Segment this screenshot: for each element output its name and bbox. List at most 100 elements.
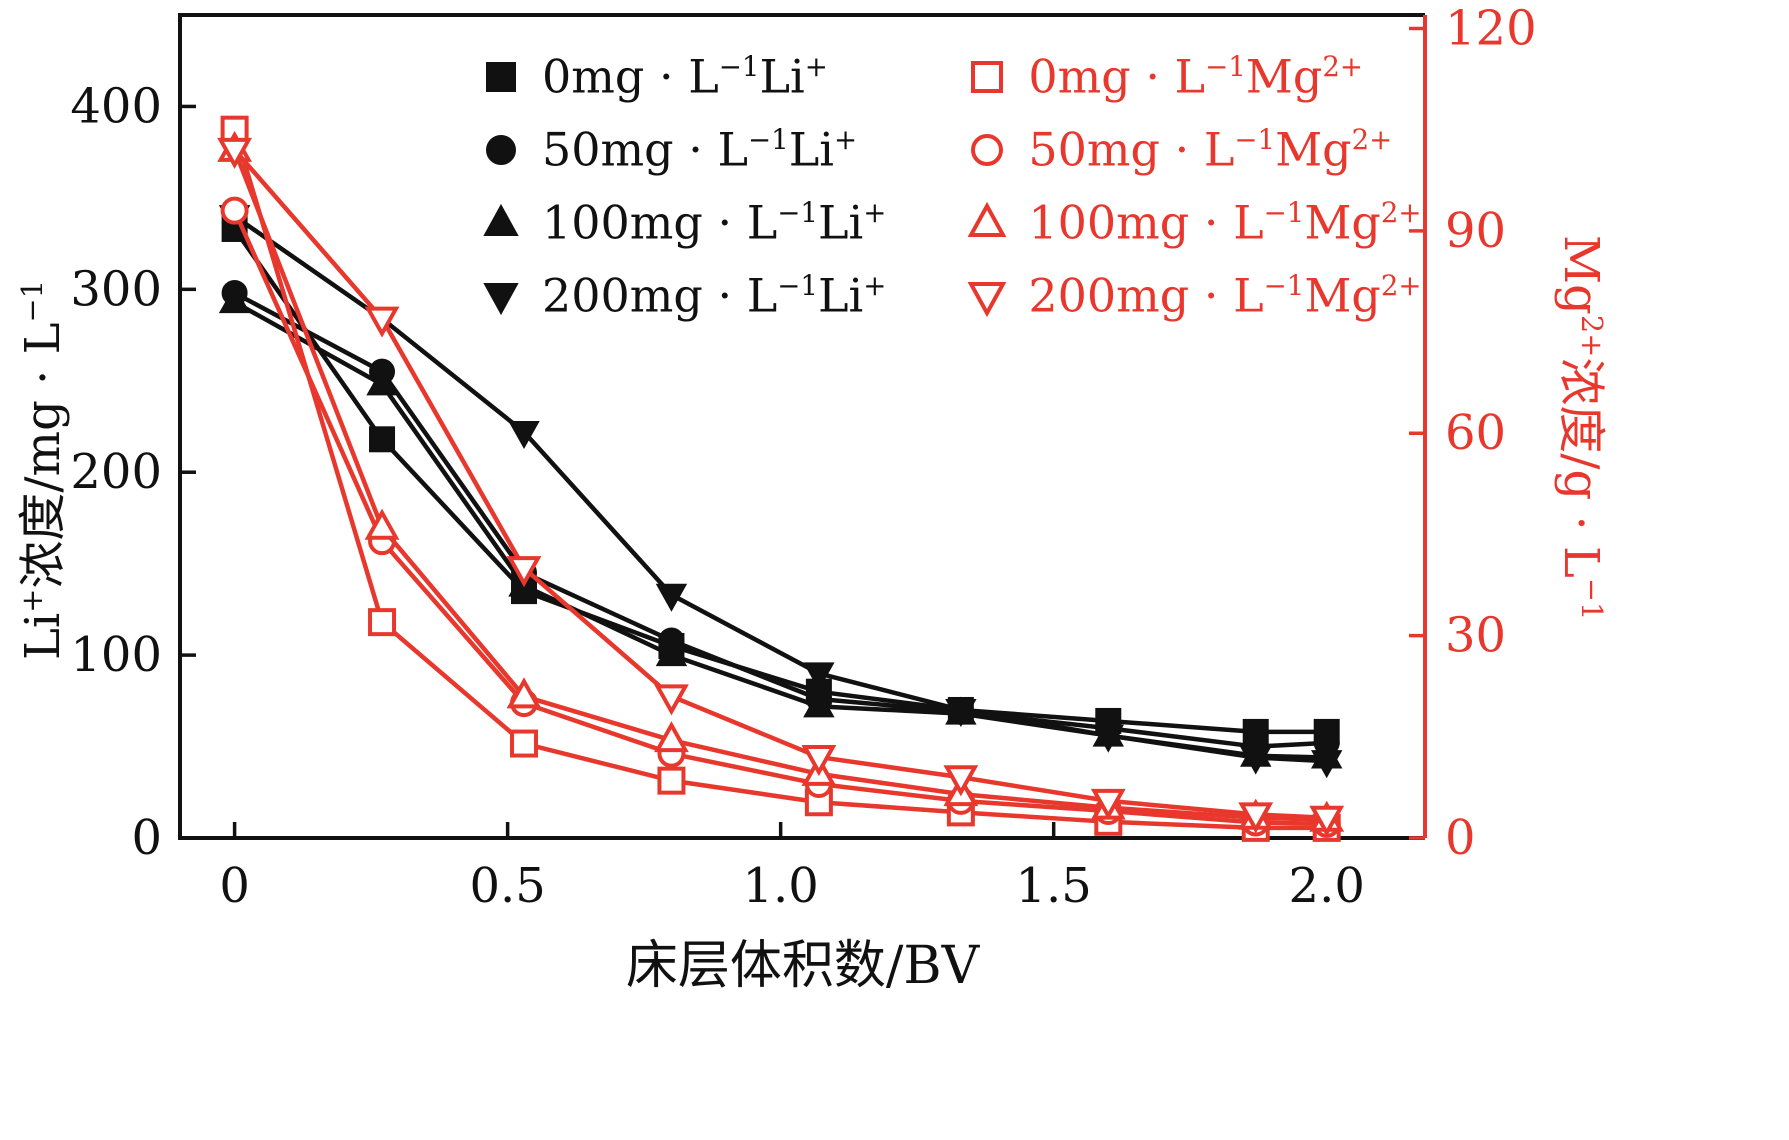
tick-label: 300 — [70, 261, 162, 317]
triangle-down-marker-icon — [1240, 746, 1272, 775]
triangle-down-marker-icon — [1090, 788, 1126, 820]
tick-label: 200 — [70, 444, 162, 500]
legend-item-li-200: 200mg · L−1Li+ — [480, 259, 886, 332]
label-text: Mg — [1304, 195, 1381, 250]
legend: 0mg · L−1Li+ 50mg · L−1Li+ 100mg · L−1Li+ 2… — [480, 40, 1422, 332]
tick-label: 0 — [131, 810, 162, 866]
superscript-text: 2+ — [1322, 50, 1364, 84]
legend-item-mg-0: 0mg · L−1Mg2+ — [966, 40, 1421, 113]
label-text: Mg — [1275, 122, 1352, 177]
axes: 0 100 200 300 400 0 30 60 90 120 0 0.5 1.0 1.5 2.0 — [70, 0, 1536, 914]
triangle-down-marker-icon — [364, 306, 400, 338]
superscript-text: 2+ — [1575, 314, 1609, 358]
circle-marker-icon — [971, 133, 1004, 166]
triangle-down-marker-icon — [508, 420, 540, 450]
li-200-legend-marker-icon — [483, 282, 519, 315]
tick-label: 1.0 — [742, 858, 818, 914]
triangle-down-marker-icon — [1309, 805, 1345, 837]
tick-label: 400 — [70, 78, 162, 134]
superscript-text: + — [804, 50, 828, 84]
legend-label: 100mg · L−1Mg2+ — [1028, 196, 1422, 246]
superscript-text: 2+ — [1380, 196, 1422, 230]
triangle-down-marker-icon — [801, 745, 837, 777]
triangle-down-marker-icon — [803, 662, 835, 691]
label-text: 200mg · L — [1028, 268, 1264, 323]
label-text: Li — [817, 195, 864, 250]
tick-label: 90 — [1445, 203, 1506, 259]
li-0-legend-marker-icon — [486, 61, 516, 92]
triangle-down-marker-icon — [655, 583, 688, 612]
legend-item-li-0: 0mg · L−1Li+ — [480, 40, 886, 113]
superscript-text: + — [863, 196, 887, 230]
superscript-text: + — [833, 123, 858, 157]
x-axis-title: 床层体积数/BV — [180, 940, 1425, 992]
triangle-up-marker-icon — [655, 638, 688, 667]
legend-label: 0mg · L−1Li+ — [542, 50, 828, 100]
superscript-text: −1 — [777, 196, 818, 230]
legend-label: 50mg · L−1Li+ — [542, 123, 858, 173]
circle-marker-icon — [486, 134, 516, 165]
label-text: 床层体积数/BV — [625, 936, 980, 996]
square-marker-icon — [368, 608, 397, 637]
square-marker-icon — [369, 426, 396, 453]
legend-label: 50mg · L−1Mg2+ — [1028, 126, 1392, 173]
legend-item-mg-200: 200mg · L−1Mg2+ — [966, 259, 1422, 332]
label-text: Mg — [1245, 49, 1323, 104]
triangle-down-marker-icon — [506, 556, 542, 588]
superscript-text: + — [15, 588, 49, 613]
label-text: 50mg · L — [1028, 122, 1235, 177]
tick-label: 0 — [1445, 810, 1476, 866]
superscript-text: + — [863, 269, 887, 303]
legend-label: 200mg · L−1Li+ — [542, 269, 887, 319]
superscript-text: 2+ — [1380, 269, 1422, 303]
superscript-text: −1 — [1263, 269, 1305, 303]
triangle-up-marker-icon — [483, 203, 519, 236]
superscript-text: −1 — [1575, 577, 1609, 621]
triangle-up-marker-icon — [218, 285, 251, 314]
label-text: 100mg · L — [1028, 195, 1264, 250]
superscript-text: −1 — [748, 123, 789, 157]
label-text: 50mg · L — [542, 122, 749, 177]
tick-label: 1.5 — [1016, 858, 1092, 914]
legend-item-mg-100: 100mg · L−1Mg2+ — [966, 186, 1422, 259]
label-text: Li — [759, 49, 805, 104]
right-axis-title: Mg2+浓度/g · L−1 — [1553, 235, 1609, 621]
triangle-up-marker-icon — [967, 201, 1007, 237]
tick-label: 30 — [1445, 608, 1506, 664]
label-text: 200mg · L — [542, 268, 778, 323]
square-marker-icon — [486, 61, 516, 92]
tick-label: 60 — [1445, 405, 1506, 461]
tick-label: 100 — [70, 627, 162, 683]
legend-item-mg-50: 50mg · L−1Mg2+ — [966, 113, 1421, 186]
superscript-text: −1 — [718, 50, 760, 84]
square-marker-icon — [971, 60, 1004, 93]
legend-label: 200mg · L−1Mg2+ — [1028, 269, 1422, 319]
mg-0-legend-marker-icon — [971, 60, 1004, 93]
tick-label: 0.5 — [469, 858, 545, 914]
label-text: Mg — [1304, 268, 1381, 323]
mg-200-legend-marker-icon — [967, 281, 1007, 317]
triangle-up-marker-icon — [803, 689, 835, 718]
triangle-down-marker-icon — [483, 282, 519, 315]
square-marker-icon — [510, 729, 539, 758]
label-text: 0mg · L — [542, 49, 719, 104]
series-line — [233, 300, 1327, 760]
legend-item-li-50: 50mg · L−1Li+ — [480, 113, 886, 186]
plot-frame — [178, 13, 1425, 840]
series-li-50 — [221, 279, 1340, 760]
legend-label: 100mg · L−1Li+ — [542, 196, 887, 246]
label-text: 100mg · L — [542, 195, 778, 250]
label-text: 浓度/g · L — [1553, 357, 1609, 578]
triangle-down-marker-icon — [1092, 724, 1124, 753]
series-mg-200 — [217, 137, 1345, 837]
triangle-down-marker-icon — [943, 765, 979, 797]
triangle-down-marker-icon — [1311, 750, 1343, 779]
mg-50-legend-marker-icon — [971, 133, 1004, 166]
label-text: 0mg · L — [1028, 49, 1206, 104]
tick-label: 0 — [219, 858, 250, 914]
label-text: Mg — [1553, 235, 1609, 315]
mg-100-legend-marker-icon — [967, 201, 1007, 237]
label-text: Li — [15, 612, 71, 660]
triangle-down-marker-icon — [217, 137, 253, 170]
